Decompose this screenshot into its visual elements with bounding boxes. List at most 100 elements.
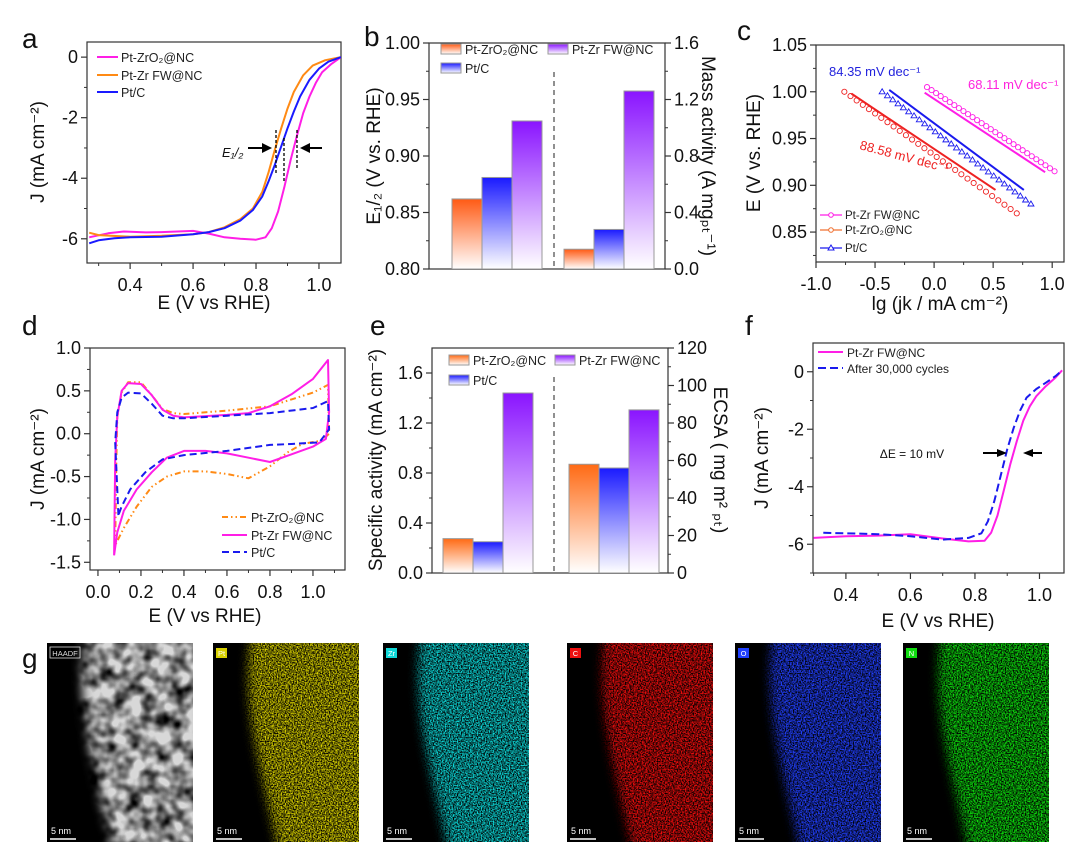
y-tick-label: -2	[788, 419, 804, 439]
x-tick-label: -1.0	[800, 274, 831, 294]
data-point	[964, 175, 971, 182]
data-point	[1015, 144, 1022, 151]
data-point	[1028, 153, 1035, 160]
data-point	[984, 168, 993, 175]
y-tick-label: 1.05	[772, 35, 807, 55]
series-line-2	[114, 391, 331, 516]
y-axis-label: J (mA cm⁻²)	[28, 408, 49, 510]
data-point	[927, 149, 934, 156]
eds-image	[903, 643, 1049, 842]
panel-letter: a	[22, 23, 38, 54]
legend-label: Pt/C	[845, 243, 867, 255]
data-point	[976, 184, 983, 191]
legend-label: Pt-Zr FW@NC	[251, 529, 332, 543]
y-tick-label: 0.0	[56, 424, 81, 444]
x-tick-label: 0.2	[128, 582, 153, 602]
x-tick-label: 0.0	[922, 274, 947, 294]
eds-map-n: N 5 nm	[903, 643, 1049, 842]
data-point	[933, 153, 940, 160]
y-tick-label: 1.2	[398, 413, 423, 433]
y-right-tick-label: 80	[677, 413, 697, 433]
y-tick-label: -4	[788, 477, 804, 497]
y-right-tick-label: 0	[677, 563, 687, 583]
data-point	[931, 127, 940, 135]
data-point	[890, 123, 897, 130]
y-tick-label: 0.80	[385, 259, 420, 279]
y-tick-label: -1.0	[50, 509, 81, 529]
data-point	[899, 103, 908, 111]
y-axis-label: E₁/₂ (V vs. RHE)	[364, 87, 385, 224]
data-point	[1033, 156, 1040, 163]
data-point	[979, 164, 987, 171]
data-point	[960, 108, 967, 115]
legend-label: Pt-Zr FW@NC	[845, 210, 920, 222]
x-tick-label: 0.6	[181, 275, 206, 295]
map-label: C	[573, 649, 579, 658]
data-point	[1016, 192, 1025, 199]
x-axis-label: lg (jk / mA cm⁻²)	[872, 294, 1009, 315]
texture	[735, 643, 881, 842]
y-tick-label: 0.85	[772, 222, 807, 242]
data-point	[946, 99, 953, 106]
eds-image	[47, 643, 193, 842]
data-point	[1019, 147, 1026, 154]
data-point	[937, 93, 944, 100]
x-tick-label: 0.8	[244, 275, 269, 295]
data-point	[987, 126, 994, 133]
bar-ecsa-1	[598, 467, 630, 573]
x-tick-label: 0.8	[962, 585, 987, 605]
x-tick-label: 0.6	[214, 582, 239, 602]
x-tick-label: 1.0	[306, 275, 331, 295]
eds-image	[383, 643, 529, 842]
data-point	[989, 192, 996, 200]
legend-label: Pt-ZrO₂@NC	[473, 354, 546, 368]
bar-e--0	[451, 198, 483, 269]
x-tick-label: 0.0	[85, 582, 110, 602]
x-tick-label: 0.5	[981, 274, 1006, 294]
y-right-tick-label: 0.8	[674, 146, 699, 166]
legend-label: Pt/C	[465, 62, 489, 76]
legend-marker	[828, 212, 834, 218]
data-point	[995, 176, 1003, 183]
map-label: Pt	[218, 649, 226, 658]
data-point	[921, 145, 928, 152]
y-tick-label: -6	[788, 534, 804, 554]
plot-area	[442, 392, 660, 573]
plot-area	[813, 369, 1063, 543]
data-point	[1011, 188, 1019, 195]
data-point	[894, 99, 902, 107]
panel-letter: b	[364, 21, 380, 52]
bar-mass-activity-2	[623, 90, 655, 269]
y-tick-label: -4	[62, 168, 78, 188]
series-line-1	[823, 369, 1063, 541]
tafel-slope-label: 68.11 mV dec⁻¹	[968, 77, 1059, 92]
panel-a: a 0 -2 -4 -6 0.4 0.6 0.8 1.0 E (V vs RHE) J (mA cm…	[22, 23, 342, 314]
y-tick-label: 0	[68, 47, 78, 67]
data-point	[928, 87, 935, 94]
panel-letter: d	[22, 310, 38, 341]
data-point	[942, 96, 949, 103]
eds-image	[213, 643, 359, 842]
data-point	[1001, 135, 1008, 142]
y-right-tick-label: 100	[677, 376, 707, 396]
data-point	[992, 129, 999, 136]
data-point	[1007, 205, 1014, 213]
data-point	[1013, 210, 1020, 217]
texture	[213, 643, 359, 842]
data-point	[1037, 159, 1044, 166]
bar-ecsa-0	[568, 463, 600, 573]
legend-label: Pt-Zr FW@NC	[847, 346, 925, 360]
label-box	[906, 648, 917, 658]
data-point	[878, 87, 886, 95]
legend-label: Pt/C	[121, 86, 145, 100]
label-box	[49, 646, 81, 659]
scale-bar-label: 5 nm	[217, 826, 237, 836]
y-right-tick-label: 60	[677, 451, 697, 471]
x-tick-label: -0.5	[860, 274, 891, 294]
data-point	[951, 102, 958, 109]
data-point	[995, 197, 1002, 204]
y-tick-label: 0	[794, 362, 804, 382]
y-axis-label: Specific activity (mA cm⁻²)	[366, 349, 387, 571]
x-axis-label: E (V vs RHE)	[149, 606, 262, 627]
panel-g: g HAADF 5 nm Pt 5 nm Zr 5 nm C 5 nm O 5 nm N 5 nm	[22, 643, 1049, 842]
